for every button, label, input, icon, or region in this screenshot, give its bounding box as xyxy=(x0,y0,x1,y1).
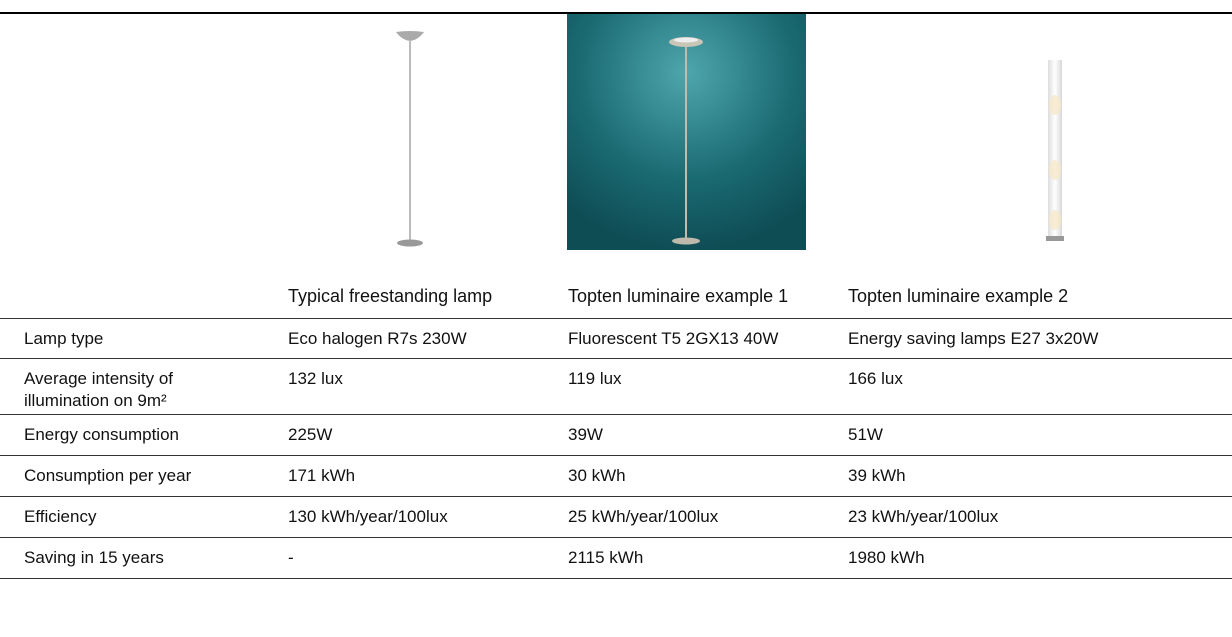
table-cell: 39W xyxy=(568,424,838,446)
table-cell: 1980 kWh xyxy=(848,547,1218,569)
table-cell: Eco halogen R7s 230W xyxy=(288,328,558,350)
lamp-2 xyxy=(567,14,806,250)
table-cell: 51W xyxy=(848,424,1218,446)
bottom-rule xyxy=(0,578,1232,579)
row-label: Saving in 15 years xyxy=(24,547,254,569)
row-rule xyxy=(0,537,1232,538)
column-header: Topten luminaire example 1 xyxy=(568,285,838,307)
table-cell: - xyxy=(288,547,558,569)
table-cell: 119 lux xyxy=(568,368,838,390)
table-cell: 39 kWh xyxy=(848,465,1218,487)
table-cell: 171 kWh xyxy=(288,465,558,487)
table-cell: 166 lux xyxy=(848,368,1218,390)
lamp-1 xyxy=(396,31,424,247)
row-label: Efficiency xyxy=(24,506,254,528)
table-cell: 225W xyxy=(288,424,558,446)
table-cell: 30 kWh xyxy=(568,465,838,487)
table-cell: 25 kWh/year/100lux xyxy=(568,506,838,528)
row-rule xyxy=(0,455,1232,456)
row-rule xyxy=(0,414,1232,415)
table-cell: 130 kWh/year/100lux xyxy=(288,506,558,528)
row-label: Consumption per year xyxy=(24,465,254,487)
row-rule xyxy=(0,496,1232,497)
table-cell: 132 lux xyxy=(288,368,558,390)
page: (() => { const data = JSON.parse(documen… xyxy=(0,0,1232,637)
table-cell: Fluorescent T5 2GX13 40W xyxy=(568,328,838,350)
table-cell: 2115 kWh xyxy=(568,547,838,569)
table-cell: Energy saving lamps E27 3x20W xyxy=(848,328,1218,350)
row-rule xyxy=(0,358,1232,359)
column-header: Typical freestanding lamp xyxy=(288,285,558,307)
lamp-images xyxy=(0,0,1232,260)
row-label: Energy consumption xyxy=(24,424,254,446)
row-rule xyxy=(0,318,1232,319)
row-label: Average intensity of illumination on 9m² xyxy=(24,368,254,412)
row-label: Lamp type xyxy=(24,328,254,350)
table-cell: 23 kWh/year/100lux xyxy=(848,506,1218,528)
column-header: Topten luminaire example 2 xyxy=(848,285,1218,307)
lamp-3 xyxy=(1046,60,1064,241)
